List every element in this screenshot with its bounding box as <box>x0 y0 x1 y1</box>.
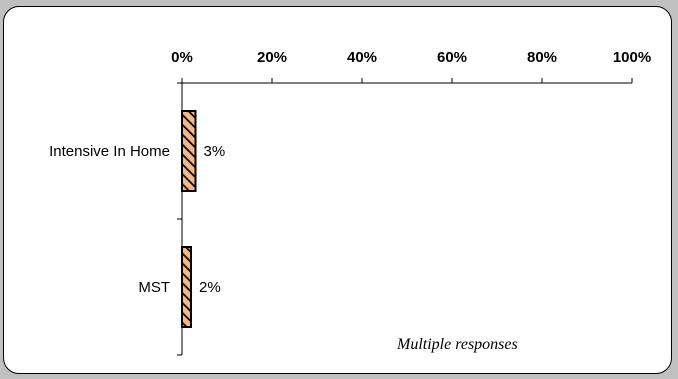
x-tick-label-0: 0% <box>171 49 193 66</box>
category-label-mst: MST <box>138 279 170 296</box>
x-tick-label-60: 60% <box>437 49 467 66</box>
bar-chart: 0% 20% 40% 60% 80% 100% Intensive In Home 3% MST… <box>49 49 651 356</box>
x-tick-label-40: 40% <box>347 49 377 66</box>
bar-intensive-in-home <box>181 110 197 192</box>
category-label-intensive-in-home: Intensive In Home <box>49 143 170 160</box>
x-tick-label-80: 80% <box>527 49 557 66</box>
data-label-intensive-in-home: 3% <box>204 143 226 160</box>
annotation-multiple-responses: Multiple responses <box>397 336 518 353</box>
x-tick-label-20: 20% <box>257 49 287 66</box>
bar-mst <box>181 246 192 328</box>
chart-frame: 0% 20% 40% 60% 80% 100% Intensive In Home 3% MST… <box>3 6 672 374</box>
x-tick-label-100: 100% <box>613 49 651 66</box>
data-label-mst: 2% <box>199 279 221 296</box>
